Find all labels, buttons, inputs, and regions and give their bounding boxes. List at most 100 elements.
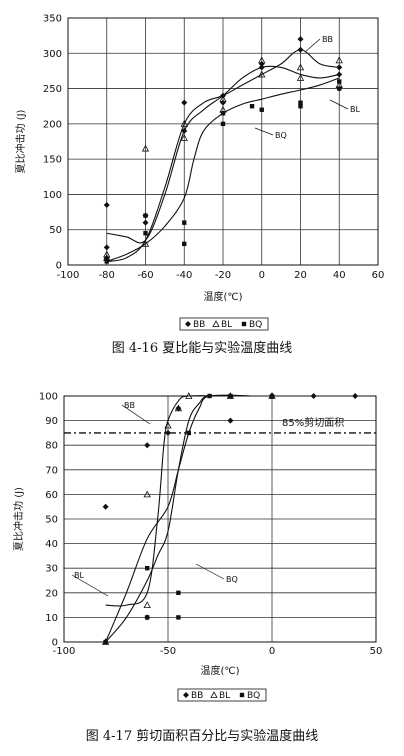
data-point bbox=[207, 393, 212, 399]
y-tick-label: 0 bbox=[56, 261, 62, 272]
x-tick-labels: -100 -50 0 50 bbox=[53, 646, 383, 657]
x-tick-label: 40 bbox=[333, 270, 346, 281]
legend: BB BL BQ bbox=[179, 317, 269, 331]
data-point bbox=[103, 244, 110, 251]
y-tick-label: 150 bbox=[43, 155, 62, 166]
x-tick-label: 50 bbox=[370, 646, 383, 657]
series-line bbox=[105, 395, 293, 607]
data-point bbox=[103, 250, 111, 258]
data-point bbox=[182, 241, 187, 247]
chart-svg-4-17: -100 -50 0 50 0 10 20 30 40 50 60 70 80 90 100 温度(℃) 夏比冲… bbox=[12, 392, 383, 745]
data-point bbox=[185, 392, 193, 399]
data-point bbox=[143, 601, 151, 608]
x-tick-label: 0 bbox=[259, 270, 265, 281]
series-annotation: BB bbox=[124, 401, 135, 410]
legend-marker bbox=[183, 692, 189, 698]
y-tick-labels: 0 10 20 30 40 50 60 70 80 90 100 bbox=[39, 392, 58, 649]
data-point bbox=[296, 74, 305, 81]
data-point bbox=[180, 134, 188, 141]
data-point bbox=[298, 100, 303, 105]
data-point bbox=[337, 79, 342, 84]
data-point bbox=[144, 442, 151, 449]
data-point bbox=[104, 259, 109, 264]
legend-label: BQ bbox=[249, 320, 262, 330]
annotation-leader bbox=[304, 38, 321, 53]
x-tick-label: -60 bbox=[137, 270, 153, 281]
data-point bbox=[297, 46, 304, 53]
legend-marker bbox=[210, 691, 218, 698]
x-tick-label: 60 bbox=[372, 270, 385, 281]
annotation-leader bbox=[195, 563, 225, 580]
series-annotation: BQ bbox=[275, 131, 287, 140]
x-tick-label: 20 bbox=[294, 270, 307, 281]
data-point bbox=[141, 144, 150, 152]
data-point bbox=[352, 393, 359, 399]
y-tick-label: 0 bbox=[52, 638, 58, 649]
y-tick-labels: 0 50 100 150 200 250 300 350 bbox=[43, 14, 62, 272]
y-tick-label: 200 bbox=[43, 119, 62, 130]
data-point bbox=[336, 64, 343, 71]
x-axis-label: 温度(℃) bbox=[203, 290, 242, 303]
y-tick-label: 10 bbox=[45, 613, 58, 624]
data-point bbox=[143, 213, 148, 218]
data-point bbox=[337, 86, 342, 91]
chart-figure-4-16: -100 -80 -60 -40 -20 0 20 40 60 0 50 100 150 200 250 30… bbox=[0, 0, 404, 360]
series-annotation: BL bbox=[74, 571, 84, 580]
data-point bbox=[174, 404, 183, 412]
legend-box bbox=[179, 317, 269, 331]
y-tick-label: 350 bbox=[43, 14, 62, 25]
series-line bbox=[106, 77, 340, 262]
legend-label: BB bbox=[191, 691, 203, 701]
data-point bbox=[220, 121, 226, 127]
y-tick-label: 70 bbox=[45, 465, 58, 476]
data-point bbox=[165, 429, 171, 436]
y-tick-label: 20 bbox=[45, 588, 58, 599]
series-annotation: BB bbox=[322, 35, 333, 44]
chart-svg-4-16: -100 -80 -60 -40 -20 0 20 40 60 0 50 100 150 200 250 30… bbox=[14, 14, 385, 357]
annotation-leader bbox=[254, 127, 274, 136]
data-point bbox=[145, 566, 150, 571]
chart-figure-4-17: -100 -50 0 50 0 10 20 30 40 50 60 70 80 90 100 温度(℃) 夏比冲… bbox=[0, 382, 404, 756]
legend-box bbox=[177, 688, 267, 702]
series-annotation: BQ bbox=[226, 575, 238, 584]
data-point bbox=[335, 56, 343, 64]
legend-label: BL bbox=[219, 691, 230, 701]
y-tick-label: 300 bbox=[43, 49, 62, 60]
data-point bbox=[180, 120, 188, 127]
x-tick-label: 0 bbox=[269, 646, 275, 657]
data-point bbox=[258, 56, 266, 64]
y-tick-label: 50 bbox=[45, 515, 58, 526]
reference-line-label: 85%剪切面积 bbox=[282, 416, 344, 429]
y-tick-label: 100 bbox=[39, 392, 58, 403]
data-point bbox=[186, 430, 191, 436]
figure-caption: 图 4-17 剪切面积百分比与实验温度曲线 bbox=[86, 728, 318, 744]
y-tick-label: 100 bbox=[43, 190, 62, 201]
series-bq bbox=[103, 393, 275, 645]
data-point bbox=[143, 490, 151, 498]
data-point bbox=[258, 60, 265, 67]
figure-caption: 图 4-16 夏比能与实验温度曲线 bbox=[112, 340, 292, 356]
x-axis-label: 温度(℃) bbox=[200, 664, 239, 677]
data-point bbox=[181, 99, 188, 106]
data-point bbox=[145, 615, 150, 620]
y-tick-label: 40 bbox=[45, 539, 58, 550]
data-point bbox=[258, 70, 266, 78]
data-point bbox=[259, 107, 264, 112]
legend-marker bbox=[239, 692, 245, 698]
data-point bbox=[220, 99, 226, 106]
data-point bbox=[141, 239, 150, 247]
x-tick-labels: -100 -80 -60 -40 -20 0 20 40 60 bbox=[57, 270, 385, 281]
data-point bbox=[142, 219, 149, 226]
grid bbox=[67, 17, 379, 266]
x-tick-label: -80 bbox=[99, 270, 115, 281]
data-point bbox=[249, 104, 255, 109]
data-point bbox=[103, 639, 108, 645]
data-point bbox=[219, 95, 227, 103]
data-point bbox=[143, 231, 148, 236]
y-tick-label: 60 bbox=[45, 490, 58, 501]
data-point bbox=[228, 393, 233, 399]
legend-marker bbox=[212, 320, 220, 327]
plot-area bbox=[67, 17, 379, 266]
annotation-leader bbox=[329, 99, 349, 110]
series-line bbox=[105, 394, 252, 643]
